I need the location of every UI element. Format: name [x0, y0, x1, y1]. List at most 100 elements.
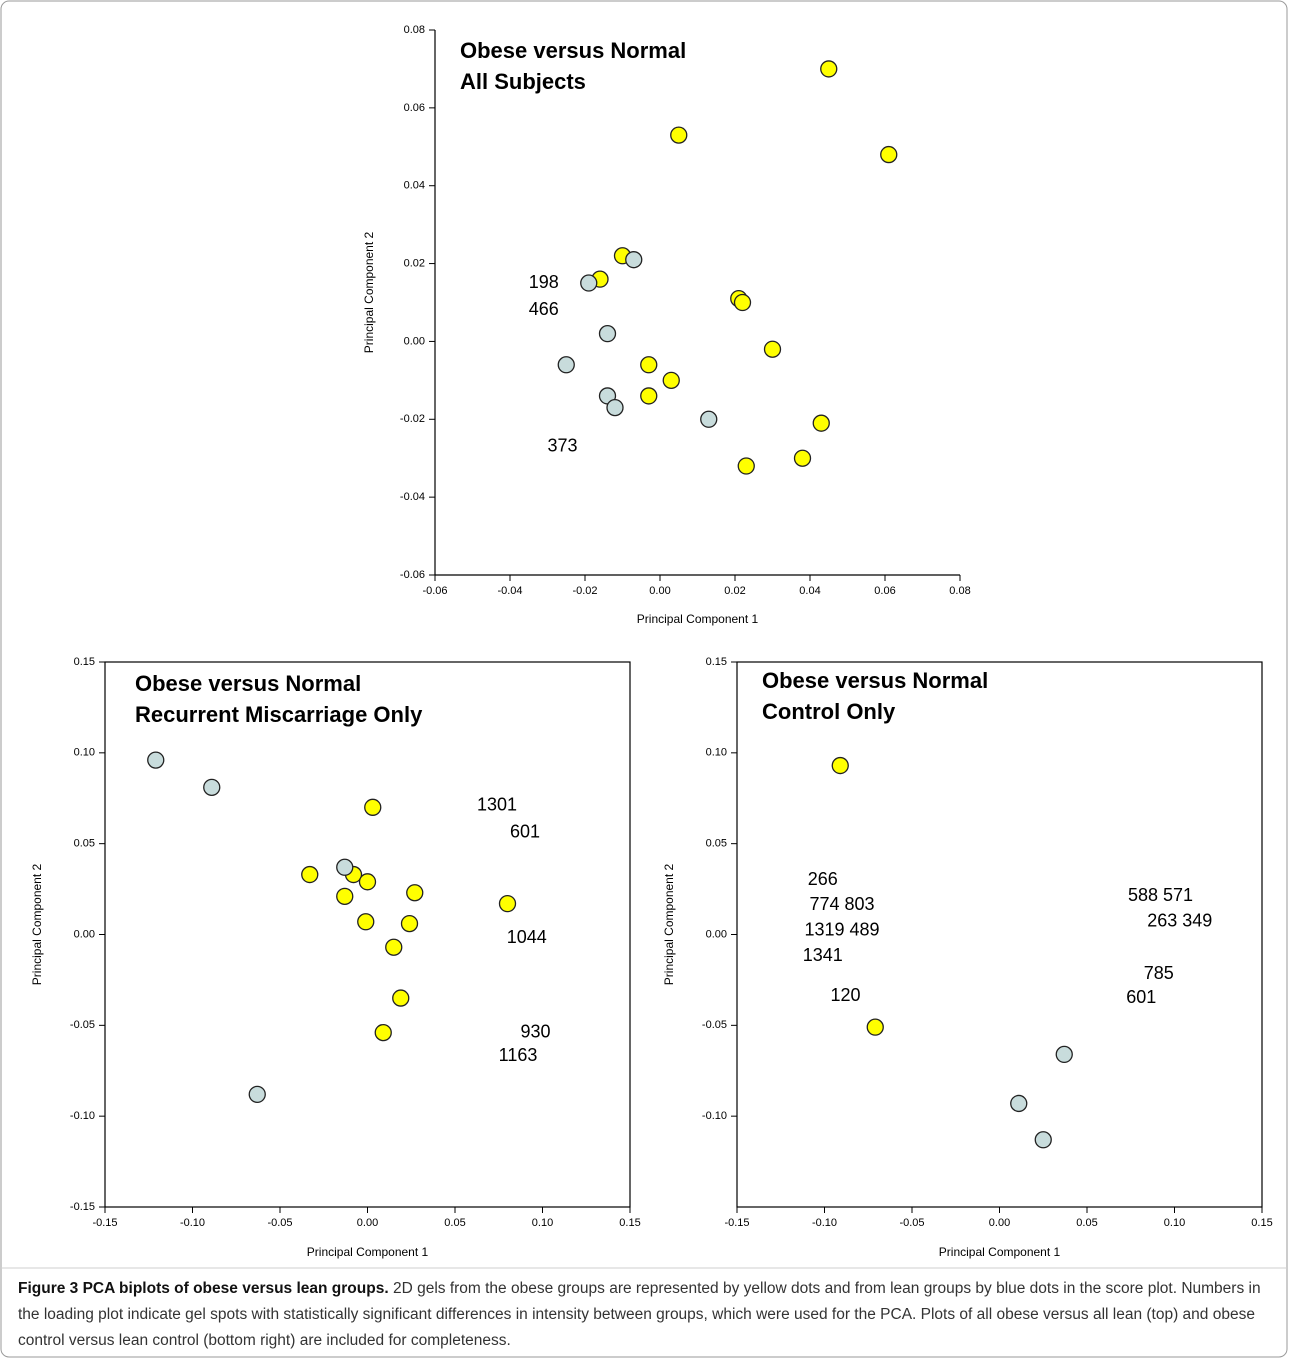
plot-subtitle: Recurrent Miscarriage Only: [135, 702, 423, 727]
plot-frame: [104, 661, 631, 1208]
y-tick-label: 0.10: [74, 747, 95, 759]
loading-label: 1319 489: [804, 920, 879, 940]
y-axis-title: Principal Component 2: [662, 863, 676, 985]
caption-label: Figure 3 PCA biplots of obese versus lea…: [18, 1280, 389, 1297]
x-tick-label: 0.05: [1076, 1217, 1097, 1229]
y-tick-label: 0.00: [404, 335, 425, 347]
loading-label: 466: [529, 299, 559, 319]
loading-label: 601: [510, 822, 540, 842]
point: [248, 1085, 266, 1104]
x-tick-label: 0.10: [532, 1217, 553, 1229]
plot-subtitle: All Subjects: [460, 69, 586, 94]
y-tick-label: -0.02: [400, 413, 425, 425]
loading-label: 120: [830, 985, 860, 1005]
loading-label: 930: [520, 1021, 550, 1041]
point: [820, 60, 838, 78]
x-tick-label: 0.10: [1164, 1217, 1185, 1229]
point: [763, 340, 782, 358]
loading-label: 1044: [507, 927, 547, 947]
y-tick-label: 0.00: [74, 928, 95, 940]
loading-label: 785: [1144, 963, 1174, 983]
plot-title: Obese versus Normal: [135, 671, 361, 696]
y-tick-label: 0.15: [74, 656, 95, 668]
y-axis-title: Principal Component 2: [30, 863, 44, 985]
loading-label: 588 571: [1128, 885, 1193, 905]
plot-subtitle: Control Only: [762, 699, 896, 724]
point: [400, 914, 419, 933]
y-tick-label: 0.04: [404, 180, 425, 192]
y-tick-label: -0.04: [400, 491, 425, 503]
point: [737, 457, 755, 475]
caption: Figure 3 PCA biplots of obese versus lea…: [18, 1276, 1273, 1354]
point: [598, 324, 617, 343]
caption-text: 2D gels from the obese groups are repres…: [18, 1280, 1261, 1349]
point: [640, 387, 658, 405]
y-tick-label: 0.08: [404, 24, 425, 36]
x-tick-label: -0.05: [899, 1217, 924, 1229]
x-tick-label: 0.08: [949, 585, 970, 597]
point: [406, 884, 424, 902]
y-tick-label: -0.10: [70, 1110, 95, 1122]
point: [670, 126, 688, 144]
point: [1055, 1045, 1073, 1064]
loading-label: 1341: [803, 945, 843, 965]
loading-label: 198: [529, 272, 559, 292]
point: [880, 145, 898, 164]
point: [364, 798, 382, 816]
y-tick-label: 0.06: [404, 102, 425, 114]
point: [336, 858, 354, 876]
point: [793, 449, 812, 467]
loading-label: 1301: [477, 794, 517, 814]
loading-label: 266: [808, 869, 838, 889]
y-tick-label: -0.05: [702, 1019, 727, 1031]
y-tick-label: 0.10: [706, 747, 727, 759]
y-tick-label: -0.06: [400, 569, 425, 581]
point: [498, 894, 517, 913]
x-tick-label: -0.02: [572, 585, 597, 597]
y-tick-label: -0.05: [70, 1019, 95, 1031]
point: [385, 938, 403, 956]
loading-label: 1163: [499, 1045, 538, 1065]
x-tick-label: -0.15: [724, 1217, 749, 1229]
x-tick-label: -0.04: [497, 585, 522, 597]
point: [700, 410, 718, 428]
plot-title: Obese versus Normal: [762, 668, 988, 693]
y-tick-label: 0.15: [706, 656, 727, 668]
x-tick-label: 0.15: [1251, 1217, 1272, 1229]
point: [557, 356, 575, 374]
loading-label: 774 803: [809, 894, 874, 914]
point: [1010, 1094, 1028, 1113]
plot-title: Obese versus Normal: [460, 38, 686, 63]
x-axis-title: Principal Component 1: [637, 612, 759, 626]
point: [812, 414, 830, 432]
y-tick-label: 0.02: [404, 257, 425, 269]
x-tick-label: -0.05: [267, 1217, 292, 1229]
point: [733, 293, 752, 312]
point: [147, 751, 165, 769]
point: [358, 873, 377, 891]
x-tick-label: 0.00: [989, 1217, 1010, 1229]
point: [640, 356, 658, 374]
point: [606, 398, 624, 417]
point: [866, 1018, 884, 1036]
point: [357, 913, 375, 931]
loading-label: 601: [1126, 987, 1156, 1007]
y-axis-title: Principal Component 2: [362, 231, 376, 353]
y-tick-label: -0.15: [70, 1201, 95, 1213]
loading-label: 373: [547, 435, 577, 455]
y-tick-label: 0.05: [706, 838, 727, 850]
point: [374, 1023, 392, 1042]
y-tick-label: -0.10: [702, 1110, 727, 1122]
x-axis-title: Principal Component 1: [939, 1245, 1061, 1259]
point: [831, 756, 849, 775]
point: [580, 274, 598, 292]
x-tick-label: 0.00: [649, 585, 670, 597]
x-tick-label: -0.10: [812, 1217, 837, 1229]
point: [662, 371, 680, 390]
point: [1034, 1131, 1052, 1149]
x-tick-label: -0.15: [92, 1217, 117, 1229]
y-tick-label: 0.05: [74, 838, 95, 850]
